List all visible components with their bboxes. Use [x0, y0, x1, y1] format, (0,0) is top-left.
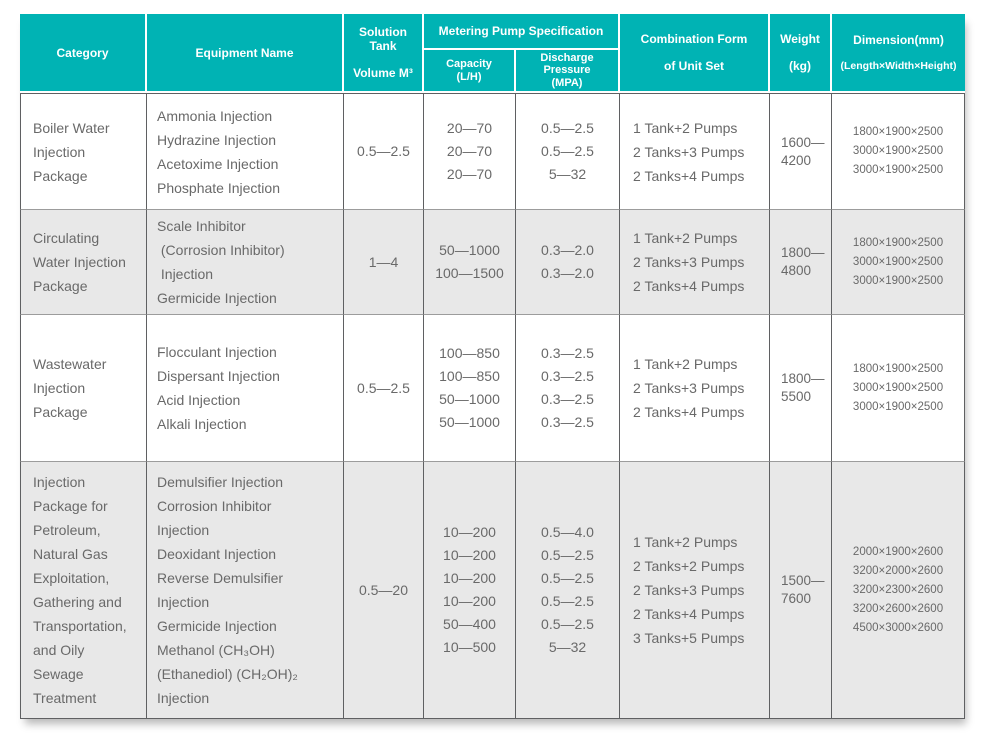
table-body: Boiler Water Injection Package Ammonia I…: [20, 93, 966, 719]
cell-capacity: 20—70 20—70 20—70: [424, 93, 516, 210]
header-label-line: Dimension(mm): [853, 33, 944, 47]
header-label-line: (L/H): [456, 71, 482, 83]
header-label-line: Combination Form: [640, 32, 748, 46]
col-header-weight: Weight (kg): [770, 14, 833, 93]
cell-discharge-pressure: 0.3—2.5 0.3—2.5 0.3—2.5 0.3—2.5: [516, 315, 621, 462]
cell-category: Injection Package for Petroleum, Natural…: [20, 462, 147, 719]
cell-combination: 1 Tank+2 Pumps 2 Tanks+3 Pumps 2 Tanks+4…: [620, 93, 771, 210]
cell-equipment: Ammonia Injection Hydrazine Injection Ac…: [147, 93, 344, 210]
cell-equipment: Flocculant Injection Dispersant Injectio…: [147, 315, 344, 462]
cell-capacity: 100—850 100—850 50—1000 50—1000: [424, 315, 516, 462]
cell-combination: 1 Tank+2 Pumps 2 Tanks+3 Pumps 2 Tanks+4…: [620, 210, 771, 315]
table-row-petroleum: Injection Package for Petroleum, Natural…: [20, 462, 966, 719]
cell-weight: 1800— 4800: [770, 210, 833, 315]
cell-dimension: 1800×1900×2500 3000×1900×2500 3000×1900×…: [832, 315, 966, 462]
cell-weight: 1500— 7600: [770, 462, 833, 719]
header-label-line: Volume M³: [353, 66, 413, 80]
table-row-boiler-water: Boiler Water Injection Package Ammonia I…: [20, 93, 966, 210]
cell-equipment: Demulsifier Injection Corrosion Inhibito…: [147, 462, 344, 719]
header-label-line: Solution Tank: [359, 25, 407, 53]
cell-weight: 1800— 5500: [770, 315, 833, 462]
cell-discharge-pressure: 0.5—4.0 0.5—2.5 0.5—2.5 0.5—2.5 0.5—2.5 …: [516, 462, 621, 719]
header-label-line: (MPA): [551, 77, 583, 89]
cell-capacity: 50—1000 100—1500: [424, 210, 516, 315]
cell-capacity: 10—200 10—200 10—200 10—200 50—400 10—50…: [424, 462, 516, 719]
cell-tank-volume: 0.5—2.5: [344, 315, 424, 462]
cell-dimension: 2000×1900×2600 3200×2000×2600 3200×2300×…: [832, 462, 966, 719]
equipment-spec-table-wrap: Category Equipment Name Solution Tank Vo…: [20, 14, 966, 719]
header-label: Category: [56, 45, 109, 60]
header-label-line: (Length×Width×Height): [840, 60, 957, 72]
cell-discharge-pressure: 0.3—2.0 0.3—2.0: [516, 210, 621, 315]
cell-category: Boiler Water Injection Package: [20, 93, 147, 210]
col-header-metering-pump-spec: Metering Pump Specification: [424, 14, 621, 50]
col-header-dimension: Dimension(mm) (Length×Width×Height): [832, 14, 966, 93]
table-row-circulating-water: Circulating Water Injection Package Scal…: [20, 210, 966, 315]
cell-dimension: 1800×1900×2500 3000×1900×2500 3000×1900×…: [832, 210, 966, 315]
header-label: Equipment Name: [195, 45, 294, 60]
cell-category: Circulating Water Injection Package: [20, 210, 147, 315]
header-label: Metering Pump Specification: [438, 24, 604, 38]
cell-category: Wastewater Injection Package: [20, 315, 147, 462]
header-row-sub: Capacity (L/H) Discharge Pressure (MPA): [20, 50, 965, 93]
equipment-spec-table: Category Equipment Name Solution Tank Vo…: [20, 14, 966, 719]
col-header-equipment-name: Equipment Name: [147, 14, 344, 93]
col-header-discharge-pressure: Discharge Pressure (MPA): [516, 50, 621, 93]
header-label-line: (kg): [789, 59, 812, 73]
table-header: Category Equipment Name Solution Tank Vo…: [20, 14, 966, 93]
header-label-line: Discharge Pressure: [540, 52, 594, 76]
cell-weight: 1600— 4200: [770, 93, 833, 210]
cell-dimension: 1800×1900×2500 3000×1900×2500 3000×1900×…: [832, 93, 966, 210]
header-row-top: Category Equipment Name Solution Tank Vo…: [20, 14, 966, 93]
col-header-capacity: Capacity (L/H): [424, 50, 516, 93]
cell-tank-volume: 0.5—20: [344, 462, 424, 719]
table-row-wastewater: Wastewater Injection Package Flocculant …: [20, 315, 966, 462]
col-header-solution-tank-volume: Solution Tank Volume M³: [344, 14, 424, 93]
cell-tank-volume: 1—4: [344, 210, 424, 315]
header-label-line: of Unit Set: [664, 59, 725, 73]
cell-combination: 1 Tank+2 Pumps 2 Tanks+3 Pumps 2 Tanks+4…: [620, 315, 771, 462]
header-label-line: Weight: [780, 32, 820, 46]
header-label-line: Capacity: [446, 58, 492, 70]
cell-discharge-pressure: 0.5—2.5 0.5—2.5 5—32: [516, 93, 621, 210]
col-header-category: Category: [20, 14, 147, 93]
cell-combination: 1 Tank+2 Pumps 2 Tanks+2 Pumps 2 Tanks+3…: [620, 462, 771, 719]
cell-equipment: Scale Inhibitor (Corrosion Inhibitor) In…: [147, 210, 344, 315]
col-header-combination-form: Combination Form of Unit Set: [620, 14, 771, 93]
cell-tank-volume: 0.5—2.5: [344, 93, 424, 210]
